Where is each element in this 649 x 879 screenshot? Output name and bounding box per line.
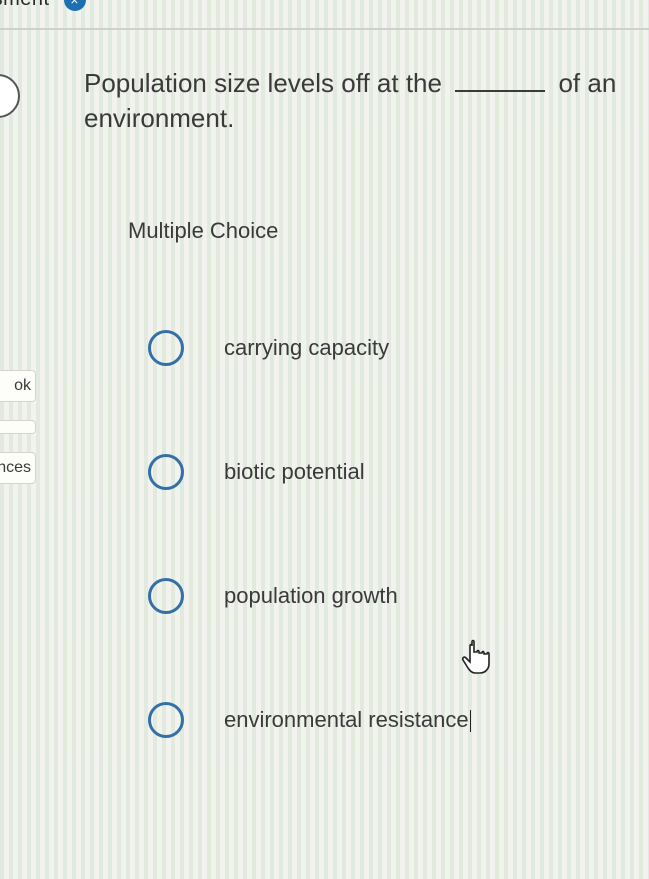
header-fragment-text: sessment (0, 0, 50, 10)
radio-icon[interactable] (148, 330, 184, 366)
question-text-before: Population size levels off at the (84, 68, 442, 98)
sidebar-item-nces[interactable]: nces (0, 452, 36, 484)
close-badge-icon[interactable]: × (64, 0, 86, 11)
option-population-growth[interactable]: population growth (148, 578, 629, 614)
question-text: Population size levels off at the of an … (84, 66, 619, 136)
text-cursor-icon (470, 710, 472, 732)
option-label: biotic potential (224, 459, 365, 485)
sidebar-item-ok[interactable]: ok (0, 370, 36, 402)
option-carrying-capacity[interactable]: carrying capacity (148, 330, 629, 366)
radio-icon[interactable] (148, 578, 184, 614)
fill-blank (455, 90, 545, 92)
radio-icon[interactable] (148, 702, 184, 738)
sidebar-item-blank[interactable] (0, 420, 36, 434)
question-block: Population size levels off at the of an … (0, 28, 649, 172)
option-label-text: environmental resistance (224, 707, 469, 732)
options-list: carrying capacity biotic potential popul… (148, 330, 629, 826)
radio-icon[interactable] (148, 454, 184, 490)
option-label: environmental resistance (224, 707, 471, 733)
question-number-bullet (0, 74, 20, 118)
quiz-page: sessment × Population size levels off at… (0, 0, 649, 879)
option-biotic-potential[interactable]: biotic potential (148, 454, 629, 490)
header-fragment: sessment × (0, 0, 86, 11)
multiple-choice-label: Multiple Choice (128, 218, 278, 244)
option-environmental-resistance[interactable]: environmental resistance (148, 702, 629, 738)
option-label: carrying capacity (224, 335, 389, 361)
left-sidebar: ok nces (0, 370, 36, 502)
option-label: population growth (224, 583, 398, 609)
